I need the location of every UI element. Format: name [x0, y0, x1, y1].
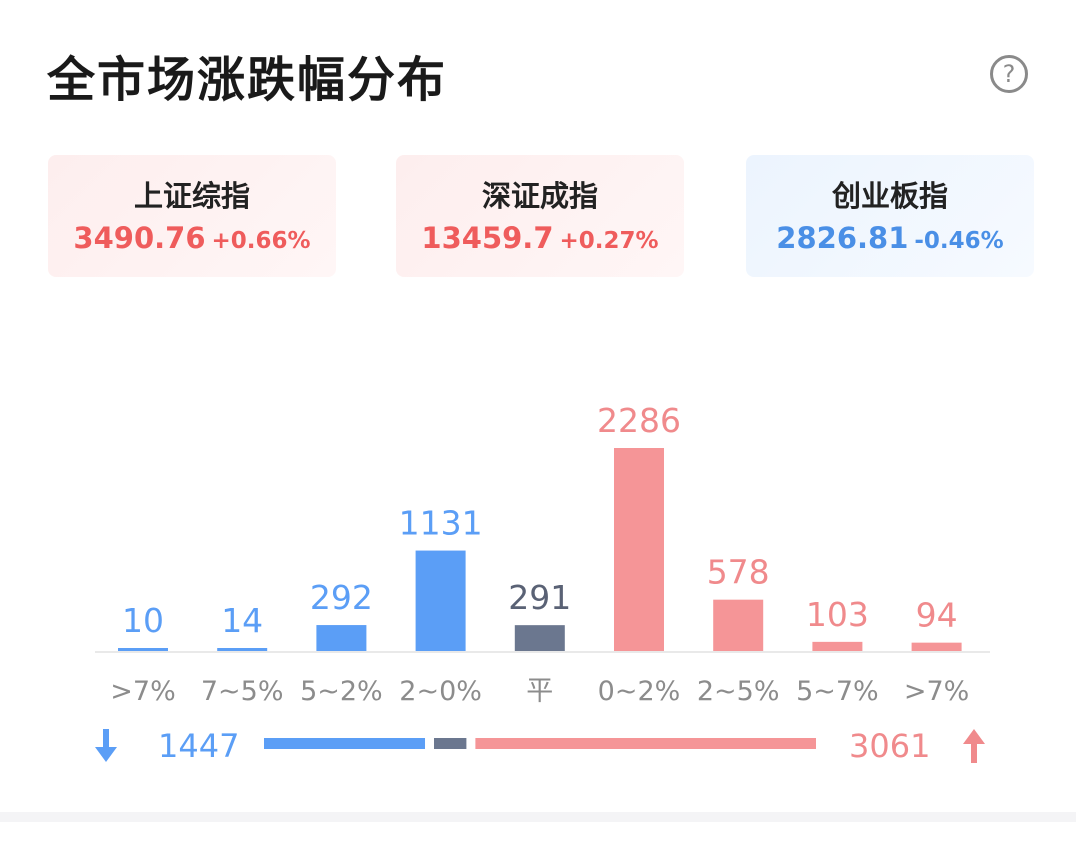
index-card-shenzhen[interactable]: 深证成指 13459.7 +0.27% — [396, 155, 684, 277]
distribution-chart: 10 >7% 14 7~5% 292 5~2% 1131 2~0% 291 平 2286 0~2% 57… — [95, 401, 990, 749]
bar-up — [812, 641, 863, 651]
tick-label: 7~5% — [201, 676, 284, 707]
bar-down — [316, 625, 367, 651]
data-label: 291 — [508, 578, 571, 617]
data-label: 292 — [310, 578, 373, 617]
arrow-down-icon — [95, 729, 117, 762]
help-circle-icon[interactable]: ? — [990, 55, 1028, 93]
bar-down — [415, 550, 466, 651]
data-label: 103 — [806, 595, 869, 634]
tick-label: >7% — [110, 676, 175, 707]
data-label: 10 — [122, 601, 164, 640]
data-label: 578 — [707, 553, 770, 592]
bar-up — [911, 642, 962, 651]
section-divider — [0, 812, 1076, 822]
tick-label: >7% — [904, 676, 969, 707]
index-value: 3490.76 — [73, 221, 206, 255]
index-value: 2826.81 — [776, 221, 909, 255]
bar-down — [118, 648, 168, 651]
index-card-shanghai[interactable]: 上证综指 3490.76 +0.66% — [48, 155, 336, 277]
data-label: 94 — [916, 596, 958, 635]
tick-label: 0~2% — [598, 676, 681, 707]
data-label: 1131 — [399, 504, 483, 543]
data-label: 14 — [221, 601, 263, 640]
tick-label: 2~5% — [697, 676, 780, 707]
up-count: 3061 — [849, 727, 931, 765]
bar-up — [713, 599, 764, 651]
index-change: -0.46% — [914, 228, 1004, 254]
index-card-chinext[interactable]: 创业板指 2826.81 -0.46% — [746, 155, 1034, 277]
tick-label: 2~0% — [399, 676, 482, 707]
index-name: 创业板指 — [831, 179, 948, 213]
bar-flat — [514, 625, 565, 651]
data-label: 2286 — [597, 401, 681, 440]
arrow-up-icon — [963, 729, 985, 763]
index-value: 13459.7 — [421, 221, 554, 255]
tick-label: 5~7% — [796, 676, 879, 707]
bar-down — [217, 648, 268, 651]
index-change: +0.27% — [559, 228, 659, 254]
summary-bar-down — [264, 738, 426, 749]
tick-label: 5~2% — [300, 676, 383, 707]
index-name: 上证综指 — [133, 179, 250, 213]
index-change: +0.66% — [211, 228, 311, 254]
down-count: 1447 — [158, 727, 240, 765]
summary-bar-up — [475, 738, 816, 749]
summary-bar-flat — [434, 738, 467, 749]
index-name: 深证成指 — [481, 179, 598, 213]
bar-up — [614, 448, 664, 651]
tick-label: 平 — [526, 676, 553, 707]
page-title: 全市场涨跌幅分布 — [47, 52, 448, 108]
